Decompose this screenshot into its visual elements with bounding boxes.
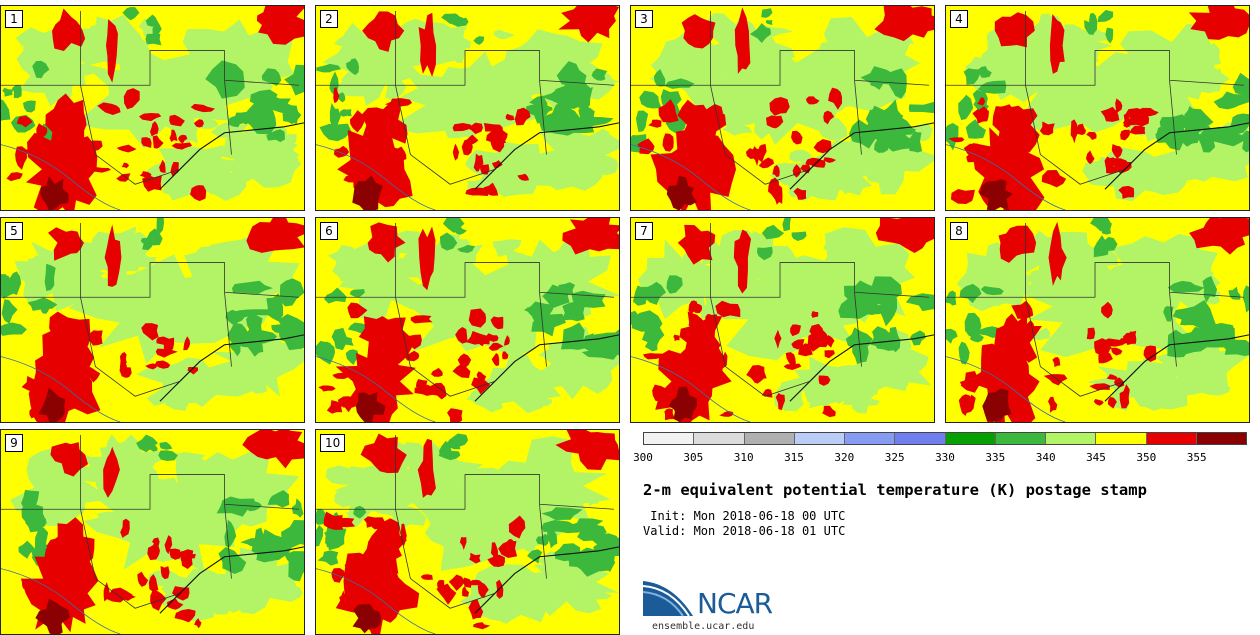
member-number: 3: [635, 10, 653, 28]
stamp-panel-9[interactable]: 9: [0, 429, 305, 635]
stamp-panel-10[interactable]: 10: [315, 429, 620, 635]
stamp-map: [316, 430, 619, 634]
colorbar-tick-label: 320: [834, 451, 855, 464]
colorbar-swatch: [694, 433, 745, 444]
stamp-map: [1, 6, 304, 210]
stamp-map: [946, 218, 1249, 422]
colorbar-tick-label: 300: [633, 451, 653, 464]
colorbar-tick-label: 325: [884, 451, 905, 464]
colorbar-swatch: [895, 433, 946, 444]
colorbar-tick-label: 350: [1136, 451, 1157, 464]
colorbar-swatch: [995, 433, 1046, 444]
stamp-panel-7[interactable]: 7: [630, 217, 935, 423]
stamp-panel-5[interactable]: 5: [0, 217, 305, 423]
stamp-panel-4[interactable]: 4: [945, 5, 1250, 211]
member-number: 10: [320, 434, 346, 452]
stamp-panel-6[interactable]: 6: [315, 217, 620, 423]
member-number: 1: [5, 10, 23, 28]
ncar-logo-icon[interactable]: [643, 576, 803, 626]
stamp-map: [946, 6, 1249, 210]
stamp-panel-3[interactable]: 3: [630, 5, 935, 211]
stamp-panel-2[interactable]: 2: [315, 5, 620, 211]
colorbar-swatch: [1046, 433, 1097, 444]
stamp-map: [631, 218, 934, 422]
valid-time: Valid: Mon 2018-06-18 01 UTC: [643, 524, 846, 538]
member-number: 4: [950, 10, 968, 28]
member-number: 7: [635, 222, 653, 240]
stamp-panel-1[interactable]: 1: [0, 5, 305, 211]
stamp-map: [316, 6, 619, 210]
colorbar-swatch: [1196, 433, 1246, 444]
colorbar-swatch: [1096, 433, 1147, 444]
stamp-map: [631, 6, 934, 210]
colorbar-swatch: [1146, 433, 1197, 444]
colorbar-swatch: [794, 433, 845, 444]
member-number: 9: [5, 434, 23, 452]
colorbar-tick-label: 310: [733, 451, 754, 464]
colorbar-tick-label: 330: [935, 451, 955, 464]
member-number: 6: [320, 222, 338, 240]
stamp-map: [1, 430, 304, 634]
plot-title: 2-m equivalent potential temperature (K)…: [643, 481, 1147, 499]
member-number: 8: [950, 222, 968, 240]
colorbar-tick-label: 335: [985, 451, 1006, 464]
colorbar-tick-label: 345: [1086, 451, 1106, 464]
colorbar-tick-label: 355: [1186, 451, 1207, 464]
member-number: 2: [320, 10, 338, 28]
colorbar-swatch: [744, 433, 795, 444]
colorbar-swatch: [945, 433, 996, 444]
colorbar-tick-label: 315: [784, 451, 804, 464]
colorbar-tick-label: 340: [1035, 451, 1056, 464]
colorbar: [643, 432, 1247, 445]
colorbar-tick-label: 305: [683, 451, 704, 464]
ncar-wordmark: NCAR: [697, 587, 773, 620]
ensemble-url[interactable]: ensemble.ucar.edu: [652, 621, 755, 632]
stamp-map: [1, 218, 304, 422]
colorbar-swatch: [644, 433, 695, 444]
stamp-panel-8[interactable]: 8: [945, 217, 1250, 423]
stamp-map: [316, 218, 619, 422]
member-number: 5: [5, 222, 23, 240]
colorbar-swatch: [845, 433, 896, 444]
init-time: Init: Mon 2018-06-18 00 UTC: [643, 509, 846, 523]
